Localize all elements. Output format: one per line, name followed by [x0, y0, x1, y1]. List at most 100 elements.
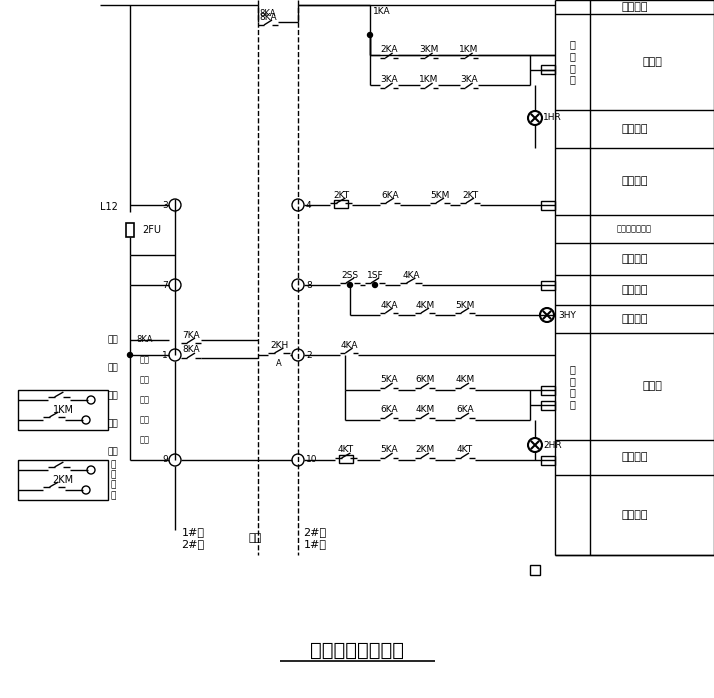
- Circle shape: [87, 396, 95, 404]
- Circle shape: [373, 283, 378, 288]
- Text: 4KA: 4KA: [341, 341, 358, 350]
- Text: 编号: 编号: [108, 364, 119, 373]
- Bar: [530, 565, 540, 575]
- Text: 8KA: 8KA: [260, 10, 276, 19]
- Circle shape: [169, 199, 181, 211]
- Text: 5KM: 5KM: [456, 301, 475, 309]
- Text: 名称: 名称: [140, 396, 150, 405]
- Text: 5KA: 5KA: [380, 445, 398, 454]
- Text: 5KA: 5KA: [380, 376, 398, 385]
- Text: 回路: 回路: [108, 336, 119, 345]
- Circle shape: [87, 466, 95, 474]
- Text: 2SS: 2SS: [341, 271, 358, 279]
- Text: 2KM: 2KM: [416, 445, 435, 454]
- Text: 10: 10: [306, 456, 318, 464]
- Bar: [18, 390, 108, 430]
- Text: 4KM: 4KM: [416, 406, 435, 415]
- Text: 接触器: 接触器: [642, 57, 662, 67]
- Text: 2KA: 2KA: [381, 45, 398, 54]
- Text: 1KM: 1KM: [53, 405, 74, 415]
- Text: 自动控制: 自动控制: [621, 314, 648, 324]
- Circle shape: [128, 352, 133, 357]
- Text: 3: 3: [162, 200, 168, 209]
- Text: 3KM: 3KM: [419, 45, 438, 54]
- Text: 运行指示: 运行指示: [621, 452, 648, 463]
- Text: 3KA: 3KA: [380, 75, 398, 84]
- Text: 4KA: 4KA: [402, 271, 420, 279]
- Circle shape: [540, 308, 554, 322]
- Circle shape: [528, 438, 542, 452]
- Text: 容量: 容量: [140, 415, 150, 424]
- Text: 6KA: 6KA: [456, 406, 474, 415]
- Text: 容量: 容量: [108, 419, 119, 429]
- Circle shape: [368, 33, 373, 38]
- Text: 9: 9: [162, 456, 168, 464]
- Bar: [541, 65, 555, 74]
- Text: 4: 4: [306, 200, 311, 209]
- Bar: [541, 456, 555, 465]
- Bar: [18, 460, 108, 500]
- Circle shape: [348, 283, 353, 288]
- Bar: [126, 223, 134, 237]
- Text: 5KM: 5KM: [431, 191, 450, 200]
- Text: 2KT: 2KT: [462, 191, 478, 200]
- Text: 2KT: 2KT: [333, 191, 349, 200]
- Text: 全
压
运
行: 全 压 运 行: [570, 364, 575, 409]
- Bar: [541, 401, 555, 410]
- Text: 6KA: 6KA: [381, 191, 399, 200]
- Circle shape: [82, 416, 90, 424]
- Text: 1: 1: [162, 350, 168, 359]
- Text: 1HR: 1HR: [543, 114, 562, 123]
- Text: 2: 2: [306, 350, 311, 359]
- Text: 8KA: 8KA: [137, 336, 154, 345]
- Circle shape: [292, 199, 304, 211]
- Text: 4KA: 4KA: [381, 301, 398, 309]
- Text: 1KA: 1KA: [373, 8, 391, 17]
- Circle shape: [292, 454, 304, 466]
- Text: 7: 7: [162, 281, 168, 290]
- Text: 6KA: 6KA: [380, 406, 398, 415]
- Text: 编号: 编号: [140, 376, 150, 385]
- Text: 4KT: 4KT: [457, 445, 473, 454]
- Text: 故障指示: 故障指示: [621, 285, 648, 295]
- Text: 手动: 手动: [248, 533, 261, 543]
- Circle shape: [528, 111, 542, 125]
- Text: 2KM: 2KM: [52, 475, 74, 485]
- Circle shape: [169, 279, 181, 291]
- Text: L12: L12: [100, 202, 118, 212]
- Bar: [541, 386, 555, 395]
- Text: 运行指示: 运行指示: [621, 124, 648, 134]
- Text: 8KA: 8KA: [259, 13, 277, 22]
- Text: 2HR: 2HR: [543, 440, 562, 450]
- Text: 开关: 开关: [108, 447, 119, 456]
- Circle shape: [292, 349, 304, 361]
- Text: 6KM: 6KM: [416, 376, 435, 385]
- Text: 手动控制: 手动控制: [621, 254, 648, 264]
- Text: 1SF: 1SF: [367, 271, 383, 279]
- Text: 名称: 名称: [108, 392, 119, 401]
- Text: 备用自投: 备用自投: [621, 510, 648, 520]
- Bar: [541, 281, 555, 290]
- Text: 全
压
运
行: 全 压 运 行: [570, 40, 575, 84]
- Text: 4KM: 4KM: [416, 301, 435, 309]
- Text: 1KM: 1KM: [419, 75, 438, 84]
- Text: 8: 8: [306, 281, 312, 290]
- Text: 4KM: 4KM: [456, 376, 475, 385]
- Text: 稳压泵二次原理图: 稳压泵二次原理图: [310, 641, 404, 660]
- Circle shape: [169, 349, 181, 361]
- Text: 控制电源及保护: 控制电源及保护: [617, 225, 652, 234]
- Text: 2KH: 2KH: [270, 341, 288, 350]
- Text: 7KA: 7KA: [182, 330, 200, 339]
- Text: 自动控制: 自动控制: [621, 2, 648, 12]
- Circle shape: [292, 279, 304, 291]
- Text: 控
制
类
型: 控 制 类 型: [110, 460, 116, 500]
- Bar: [339, 455, 353, 463]
- Text: 1#用
2#备: 1#用 2#备: [181, 527, 205, 549]
- Text: 备用自投: 备用自投: [621, 177, 648, 186]
- Text: 2#用
1#备: 2#用 1#备: [303, 527, 326, 549]
- Bar: [334, 200, 348, 208]
- Text: 1KM: 1KM: [459, 45, 478, 54]
- Bar: [541, 201, 555, 210]
- Text: 回路: 回路: [140, 355, 150, 364]
- Text: 3HY: 3HY: [558, 311, 576, 320]
